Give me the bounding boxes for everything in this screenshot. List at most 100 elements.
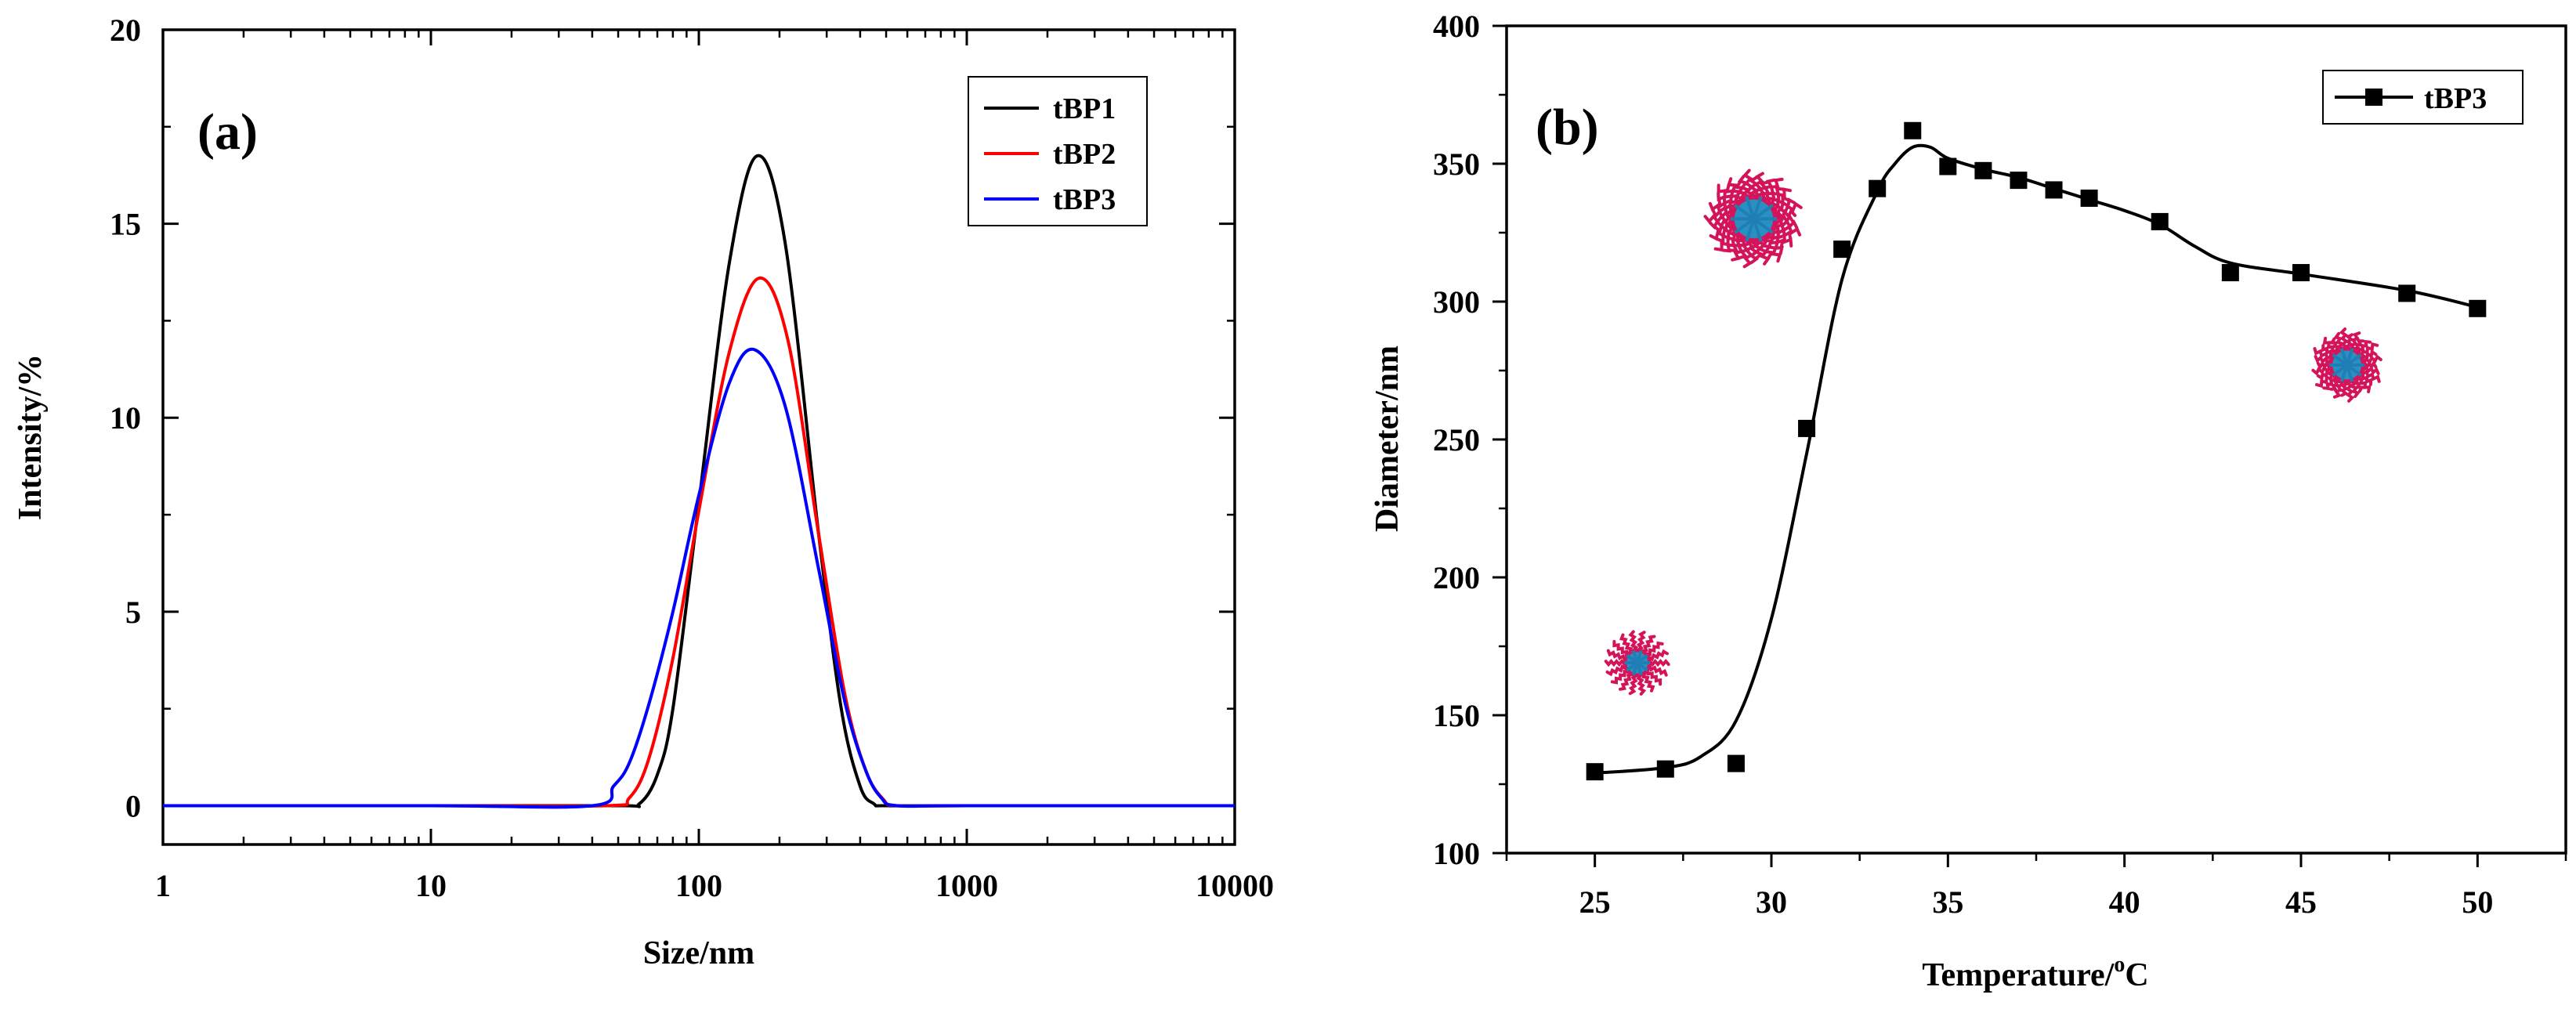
chart-panel-a: 1 10 100 1000 10000 0 5 10 15 20 (a) Size/nm Inte… bbox=[13, 13, 1274, 971]
data-point-marker bbox=[2221, 264, 2239, 282]
x-tick-label-b: 35 bbox=[1932, 884, 1963, 920]
panel-label-b: (b) bbox=[1536, 99, 1599, 156]
micelle-chain bbox=[1619, 669, 1635, 691]
x-tick-label-a: 1 bbox=[155, 868, 171, 903]
x-axis-title-b-degree: o bbox=[2114, 953, 2125, 977]
legend-label-tbp1: tBP1 bbox=[1053, 92, 1116, 125]
x-tick-label-b: 30 bbox=[1756, 884, 1787, 920]
legend-label-tbp3: tBP3 bbox=[2424, 82, 2487, 115]
micelle-core-spike bbox=[2346, 353, 2362, 367]
panel-label-a: (a) bbox=[197, 103, 258, 161]
data-point-marker bbox=[2151, 212, 2169, 230]
legend-b: tBP3 bbox=[2322, 70, 2524, 125]
y-tick-label-b: 150 bbox=[1433, 698, 1480, 733]
micelle-core-spike bbox=[1753, 217, 1774, 234]
y-tick-label-b: 250 bbox=[1433, 422, 1480, 457]
x-axis-title-b: Temperature/oC bbox=[1922, 953, 2148, 993]
y-tick-label-b: 350 bbox=[1433, 146, 1480, 182]
y-tick-label-b: 100 bbox=[1433, 836, 1480, 871]
y-tick-label-a: 0 bbox=[125, 788, 141, 823]
series-line-tbp3 bbox=[162, 347, 1235, 809]
x-tick-label-a: 10000 bbox=[1196, 868, 1274, 903]
micelle-core-spike bbox=[2346, 363, 2362, 377]
x-tick-label-a: 100 bbox=[675, 868, 722, 903]
series-line-tbp1 bbox=[162, 154, 1235, 808]
y-axis-title-a: Intensity/% bbox=[13, 354, 49, 520]
micelle-chain bbox=[1628, 630, 1639, 655]
micelle-core-spike bbox=[2345, 364, 2354, 382]
micelle-chain bbox=[2357, 354, 2382, 367]
y-tick-label-b: 400 bbox=[1433, 9, 1480, 44]
data-point-marker bbox=[2469, 299, 2487, 317]
legend-box-a bbox=[968, 76, 1148, 226]
micelle-core-spike bbox=[2339, 348, 2349, 366]
x-tick-label-b: 25 bbox=[1579, 884, 1611, 920]
micelle-chain bbox=[1644, 663, 1668, 677]
y-tick-label-a: 20 bbox=[110, 13, 141, 48]
data-point-marker bbox=[2010, 172, 2028, 190]
y-tick-label-a: 15 bbox=[110, 207, 141, 242]
micelle-chain bbox=[1610, 666, 1630, 685]
x-axis-title-a: Size/nm bbox=[643, 935, 754, 971]
micelle-core-spike bbox=[1734, 217, 1755, 234]
micelle-chain bbox=[1604, 659, 1629, 667]
chart-panel-b: 25 30 35 40 45 50 100 150 200 250 300 350 400 (b) Te… bbox=[1369, 9, 2567, 993]
small-micelle-icon bbox=[1604, 630, 1670, 696]
x-axis-title-b-unit: C bbox=[2125, 957, 2148, 993]
data-point-marker bbox=[1727, 754, 1745, 772]
data-point-marker bbox=[2292, 264, 2310, 282]
y-tick-label-a: 5 bbox=[125, 595, 141, 630]
legend-marker-tbp3 bbox=[2365, 89, 2382, 106]
data-point-marker bbox=[1869, 179, 1887, 197]
micelle-core-spike bbox=[1752, 196, 1763, 220]
fit-curve-tbp3 bbox=[1594, 143, 2478, 775]
micelle-core-spike bbox=[1752, 218, 1763, 242]
x-tick-label-a: 1000 bbox=[935, 868, 998, 903]
micelle-core-spike bbox=[1745, 196, 1756, 220]
y-tick-label-b: 200 bbox=[1433, 560, 1480, 595]
micelle-chain bbox=[1640, 635, 1656, 656]
micelle-chain bbox=[1642, 667, 1662, 686]
data-point-marker bbox=[2080, 190, 2098, 207]
series-line-tbp2 bbox=[162, 276, 1235, 808]
y-tick-label-b: 300 bbox=[1433, 284, 1480, 320]
micelle-core-spike bbox=[1745, 218, 1756, 242]
micelle-chain bbox=[1619, 633, 1636, 655]
micelle-core-spike bbox=[2332, 353, 2348, 367]
micelle-core-spike bbox=[2332, 363, 2348, 377]
data-point-marker bbox=[1586, 763, 1604, 781]
data-point-marker bbox=[2398, 284, 2416, 302]
x-tick-label-b: 45 bbox=[2285, 884, 2317, 920]
micelle-chain bbox=[1612, 639, 1633, 658]
micelle-chain bbox=[1628, 671, 1639, 696]
micelle-chain bbox=[1645, 659, 1670, 667]
large-micelle-icon bbox=[1703, 168, 1803, 269]
micelle-core-spike bbox=[2345, 348, 2354, 366]
micelle-chain bbox=[1605, 663, 1629, 677]
micelle-chain bbox=[1635, 631, 1646, 655]
micelle-chain bbox=[1767, 208, 1797, 222]
data-point-marker bbox=[1974, 161, 1992, 179]
x-axis-title-b-text: Temperature/ bbox=[1922, 957, 2115, 993]
micelle-core-spike bbox=[2339, 364, 2349, 382]
micelle-chain bbox=[1606, 649, 1630, 663]
data-point-marker bbox=[1833, 240, 1851, 259]
micelle-chain bbox=[1636, 671, 1647, 696]
data-point-marker bbox=[1656, 760, 1674, 778]
legend-a: tBP1 tBP2 tBP3 bbox=[968, 76, 1148, 226]
micelle-chain bbox=[1644, 641, 1664, 660]
micelle-chain bbox=[1639, 671, 1655, 693]
medium-micelle-icon bbox=[2311, 327, 2382, 403]
data-point-marker bbox=[1939, 157, 1957, 175]
micelle-chain bbox=[1645, 649, 1669, 663]
legend-label-tbp3: tBP3 bbox=[1053, 183, 1116, 216]
legend-label-tbp2: tBP2 bbox=[1053, 138, 1116, 171]
y-tick-label-a: 10 bbox=[110, 400, 141, 436]
x-tick-label-a: 10 bbox=[415, 868, 447, 903]
plot-frame-b bbox=[1505, 24, 2567, 855]
micelle-core-spike bbox=[1636, 653, 1649, 664]
data-point-marker bbox=[1798, 419, 1816, 437]
data-point-marker bbox=[2045, 181, 2063, 199]
x-tick-label-b: 40 bbox=[2109, 884, 2140, 920]
